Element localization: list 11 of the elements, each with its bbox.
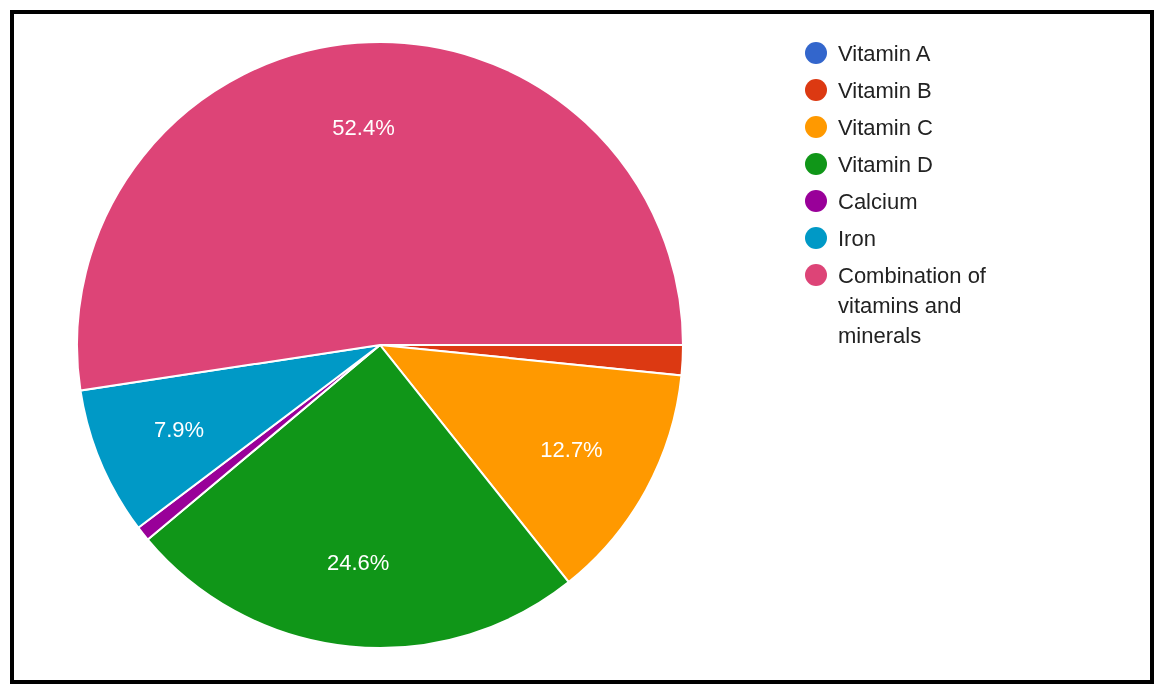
data-label: 7.9% <box>153 417 205 443</box>
data-label: 24.6% <box>326 549 390 575</box>
legend-label: Iron <box>838 225 876 251</box>
legend-label: Vitamin B <box>838 77 932 103</box>
legend-label: Vitamin C <box>838 114 934 140</box>
legend-label: Vitamin D <box>838 151 933 177</box>
legend-label: Combination of vitamins and minerals <box>838 262 987 348</box>
legend-label: Calcium <box>838 188 918 214</box>
legend-label: Vitamin A <box>838 40 931 66</box>
data-label: 12.7% <box>540 437 603 462</box>
data-label: 52.4% <box>332 114 395 140</box>
